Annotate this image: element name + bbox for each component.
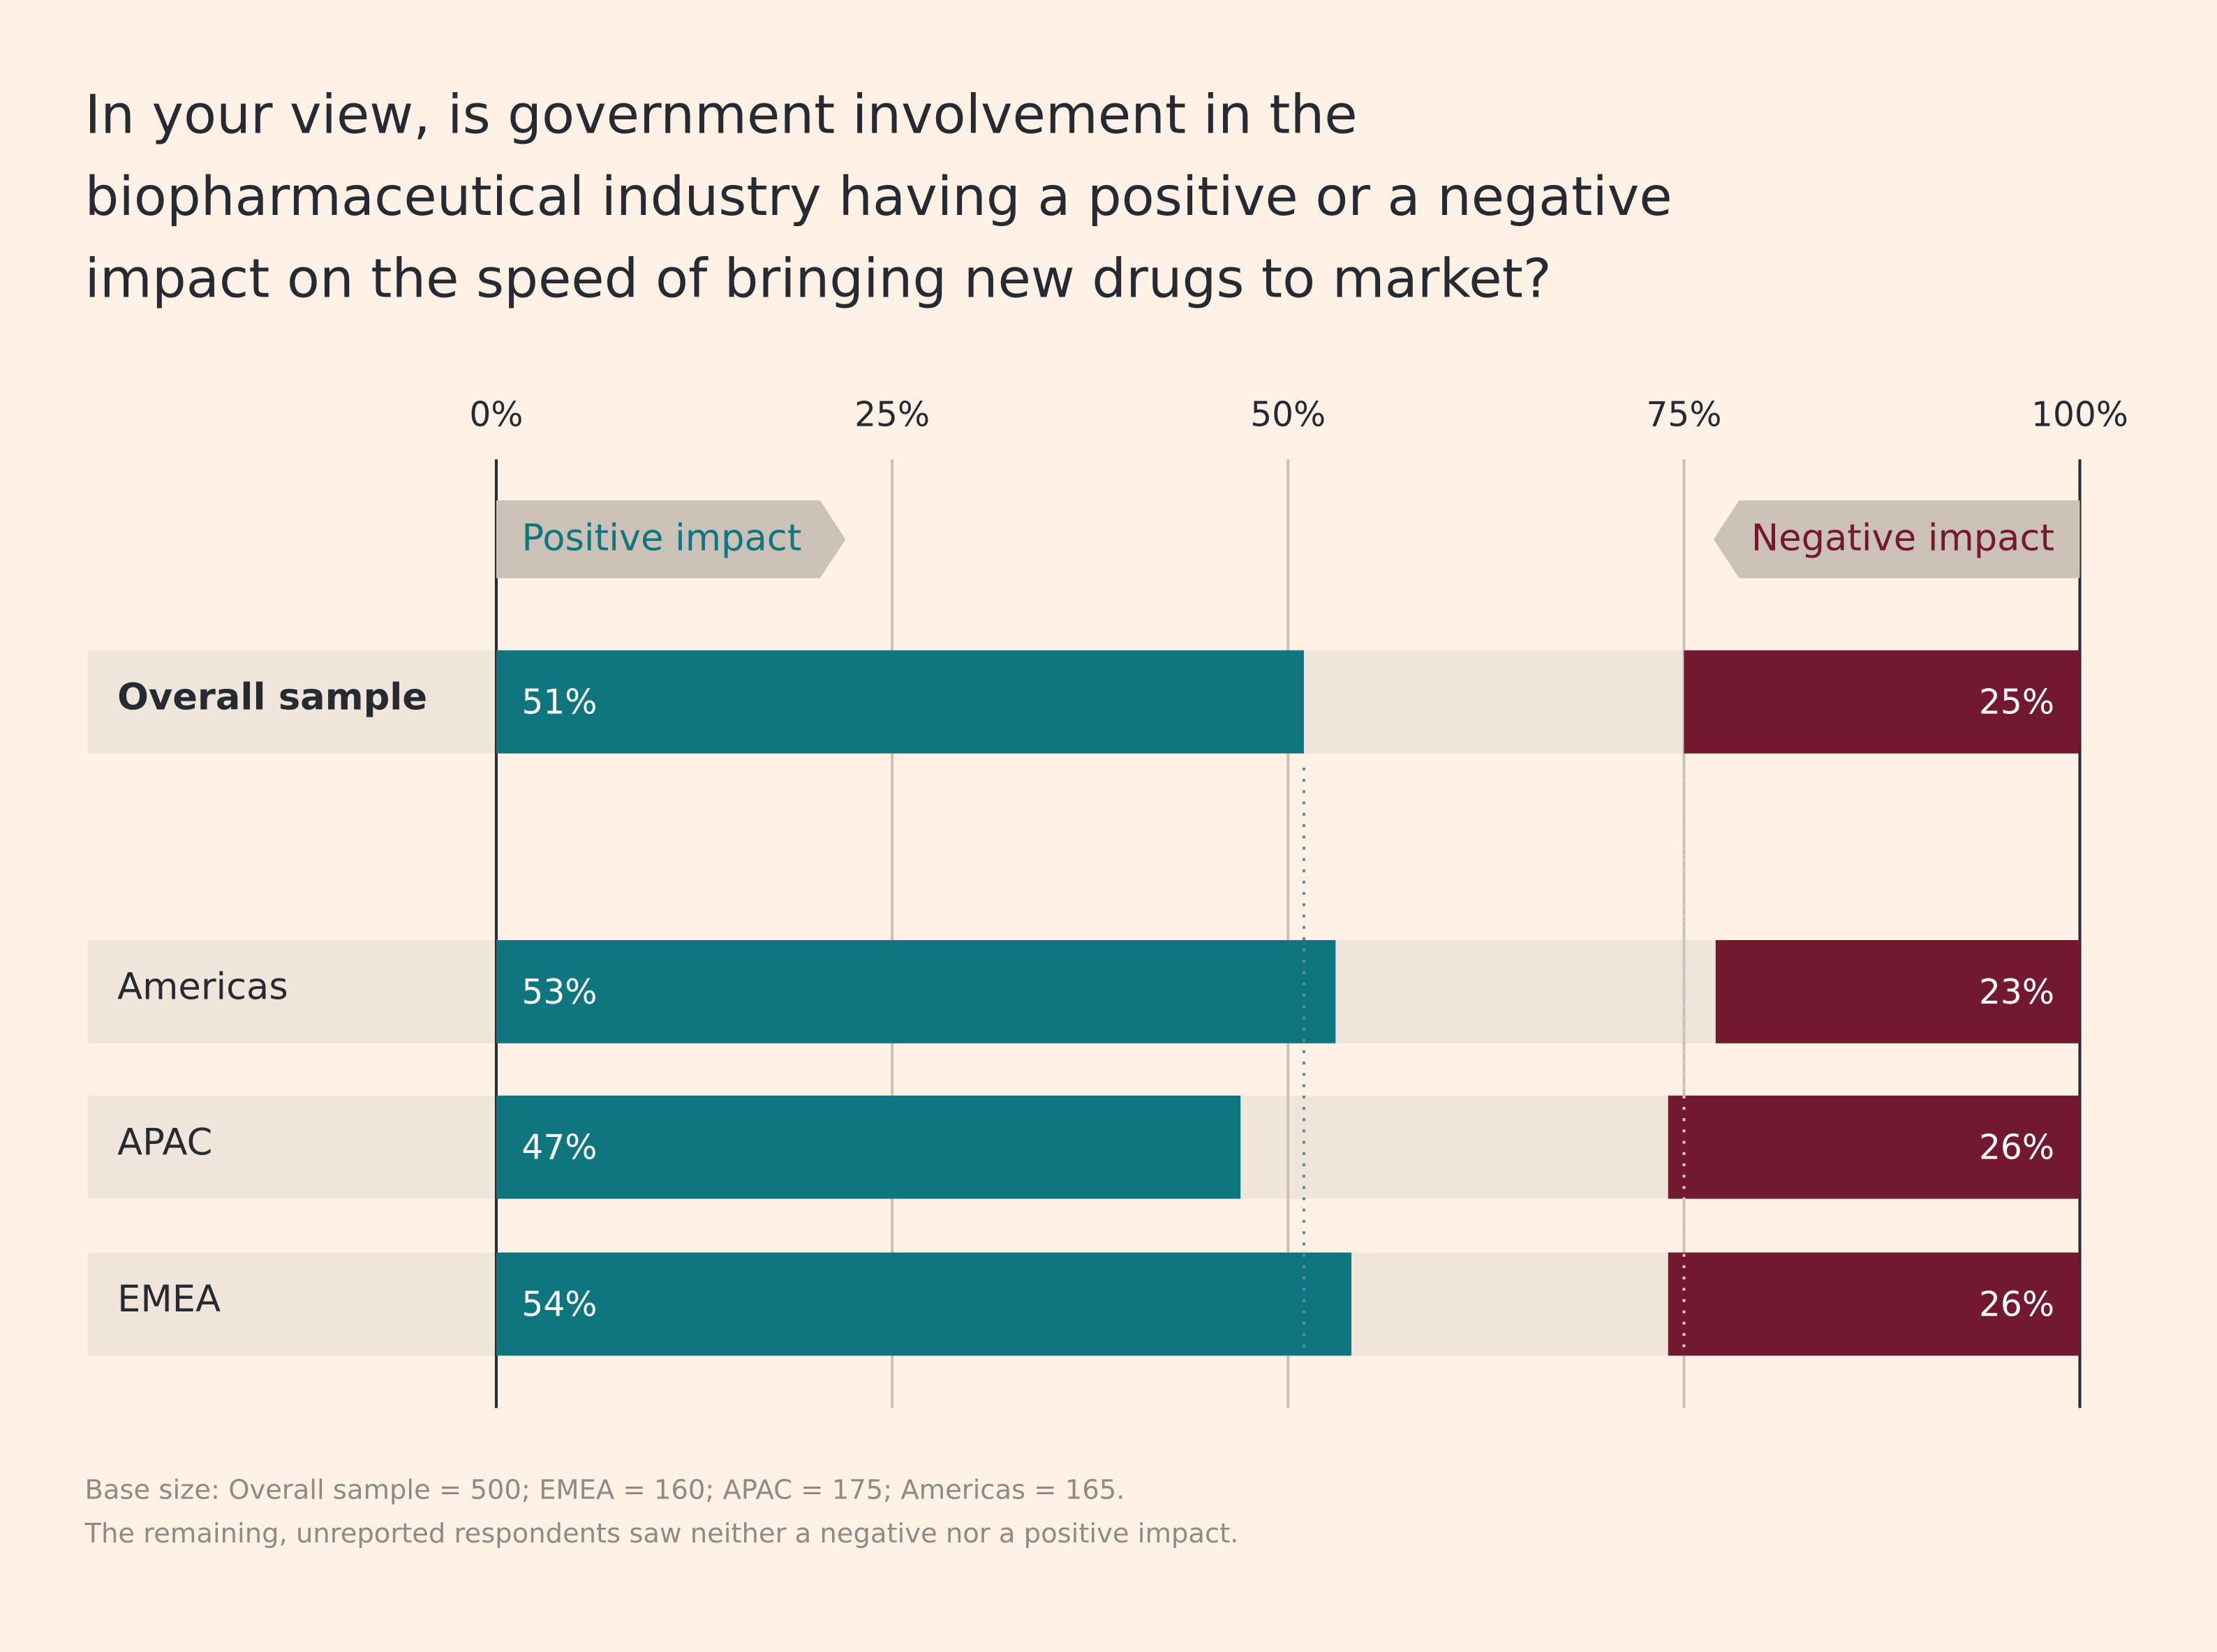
value-label: 26% bbox=[1979, 1286, 2054, 1325]
bar-positive bbox=[496, 939, 1336, 1043]
x-tick-label: 25% bbox=[854, 396, 930, 435]
value-label: 25% bbox=[1979, 683, 2054, 722]
footnote: Base size: Overall sample = 500; EMEA = … bbox=[85, 1474, 1125, 1505]
legend-label: Positive impact bbox=[521, 516, 801, 559]
bar-positive bbox=[496, 1095, 1241, 1199]
x-tick-label: 50% bbox=[1250, 396, 1326, 435]
row-label: Americas bbox=[117, 965, 288, 1008]
value-label: 26% bbox=[1979, 1129, 2054, 1168]
bar-negative bbox=[1668, 1095, 2080, 1199]
legend-tag bbox=[496, 500, 846, 579]
value-label: 47% bbox=[521, 1129, 597, 1168]
value-label: 53% bbox=[521, 973, 597, 1012]
value-label: 54% bbox=[521, 1286, 597, 1325]
row-label: Overall sample bbox=[117, 676, 427, 718]
bar-positive bbox=[496, 650, 1304, 754]
chart-title: In your view, is government involvement … bbox=[84, 83, 1673, 310]
legend-tag bbox=[1713, 500, 2080, 579]
value-label: 51% bbox=[521, 683, 597, 722]
x-tick-label: 0% bbox=[469, 396, 523, 435]
value-label: 23% bbox=[1979, 973, 2054, 1012]
row-label: APAC bbox=[117, 1121, 212, 1163]
footnote: The remaining, unreported respondents sa… bbox=[84, 1518, 1239, 1549]
bar-positive bbox=[496, 1252, 1351, 1356]
bar-negative bbox=[1715, 939, 2080, 1043]
row-label: EMEA bbox=[117, 1278, 221, 1320]
bar-negative bbox=[1684, 650, 2080, 754]
bar-negative bbox=[1668, 1252, 2080, 1356]
x-tick-label: 75% bbox=[1646, 396, 1721, 435]
x-tick-label: 100% bbox=[2031, 396, 2128, 435]
legend-label: Negative impact bbox=[1751, 516, 2054, 559]
